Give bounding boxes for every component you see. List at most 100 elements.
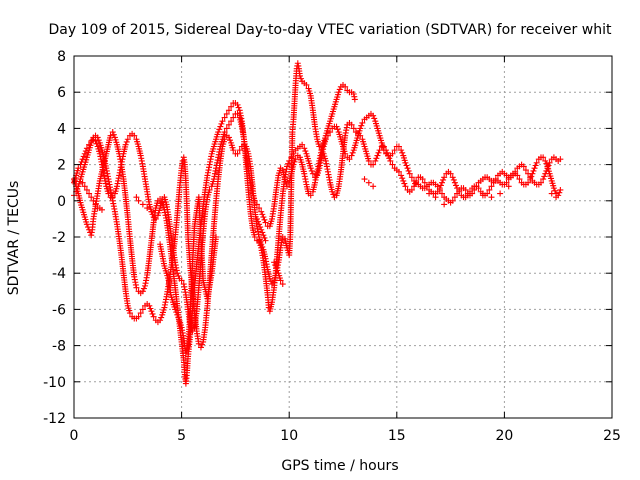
data-point — [291, 158, 298, 165]
data-point — [466, 188, 473, 195]
data-point — [219, 118, 226, 125]
data-point — [131, 132, 138, 139]
data-point — [257, 224, 264, 231]
data-point — [404, 165, 411, 172]
data-point — [454, 185, 461, 192]
data-point — [557, 156, 564, 163]
data-point — [351, 96, 358, 103]
data-point — [172, 306, 179, 313]
data-point — [335, 89, 342, 96]
data-point — [486, 186, 493, 193]
data-point — [260, 214, 267, 221]
data-point — [149, 310, 156, 317]
data-point — [334, 126, 341, 133]
data-point — [464, 192, 471, 199]
data-point — [234, 150, 241, 157]
data-point — [150, 313, 157, 320]
data-point — [361, 176, 368, 183]
data-point — [391, 147, 398, 154]
data-point — [505, 176, 512, 183]
data-point — [223, 125, 230, 132]
data-point — [548, 190, 555, 197]
data-point — [178, 277, 185, 284]
data-point — [144, 205, 151, 212]
data-point — [81, 183, 88, 190]
data-point — [401, 180, 408, 187]
x-tick-labels: 0 5 10 15 20 25 — [70, 428, 621, 444]
data-point — [79, 156, 86, 163]
data-point — [389, 161, 396, 168]
y-tick-label: -6 — [52, 302, 66, 318]
data-point — [557, 186, 564, 193]
data-point — [133, 194, 140, 201]
data-point — [123, 138, 130, 145]
data-point — [213, 234, 220, 240]
data-point — [456, 188, 463, 195]
data-point — [436, 185, 443, 192]
data-point — [349, 149, 356, 156]
data-point — [110, 131, 117, 138]
data-point — [137, 310, 144, 317]
data-point — [227, 137, 234, 144]
data-point — [175, 314, 182, 321]
data-point — [284, 163, 291, 170]
y-tick-label: -2 — [52, 230, 66, 246]
data-point — [408, 174, 415, 181]
data-point — [271, 259, 278, 266]
data-point — [376, 147, 383, 154]
x-tick-label: 0 — [70, 428, 79, 444]
y-tick-label: -4 — [52, 266, 66, 282]
data-point — [92, 201, 99, 208]
data-point — [93, 140, 100, 147]
data-point — [520, 163, 527, 170]
data-point — [175, 272, 182, 279]
data-point — [80, 153, 87, 160]
data-point — [261, 234, 268, 241]
data-point — [333, 123, 340, 130]
data-point — [450, 176, 457, 183]
data-point — [79, 179, 86, 186]
data-point — [147, 305, 154, 312]
data-point — [173, 309, 180, 316]
data-point — [400, 177, 407, 184]
data-point — [107, 132, 114, 139]
data-point — [139, 288, 146, 295]
data-point — [542, 157, 549, 164]
data-point — [94, 134, 101, 141]
series-track-2 — [71, 60, 564, 351]
data-point — [83, 145, 90, 152]
data-point — [357, 125, 364, 132]
data-point — [277, 277, 284, 284]
data-point — [408, 186, 415, 193]
data-point — [83, 221, 90, 228]
data-point — [540, 176, 547, 183]
data-point — [385, 152, 392, 159]
data-point — [279, 281, 286, 288]
data-point — [441, 174, 448, 181]
data-point — [236, 147, 243, 154]
data-point — [146, 302, 153, 309]
series-track-3 — [71, 81, 358, 335]
data-point — [230, 114, 237, 121]
data-point — [254, 218, 261, 225]
data-point — [259, 211, 266, 218]
data-point — [89, 137, 96, 144]
data-point — [437, 182, 444, 189]
data-point — [258, 241, 265, 248]
data-point — [122, 141, 129, 148]
x-tick-label: 20 — [495, 428, 513, 444]
data-point — [441, 201, 448, 208]
data-point — [133, 284, 140, 291]
data-point — [412, 180, 419, 187]
data-point — [350, 125, 357, 132]
data-point — [218, 120, 225, 127]
data-point — [273, 264, 280, 271]
data-point — [253, 201, 260, 208]
data-point — [375, 149, 382, 156]
data-point — [98, 206, 105, 213]
data-point — [374, 152, 381, 159]
data-point — [302, 148, 309, 155]
data-point — [541, 173, 548, 180]
data-point — [529, 170, 536, 177]
data-point — [256, 205, 263, 212]
